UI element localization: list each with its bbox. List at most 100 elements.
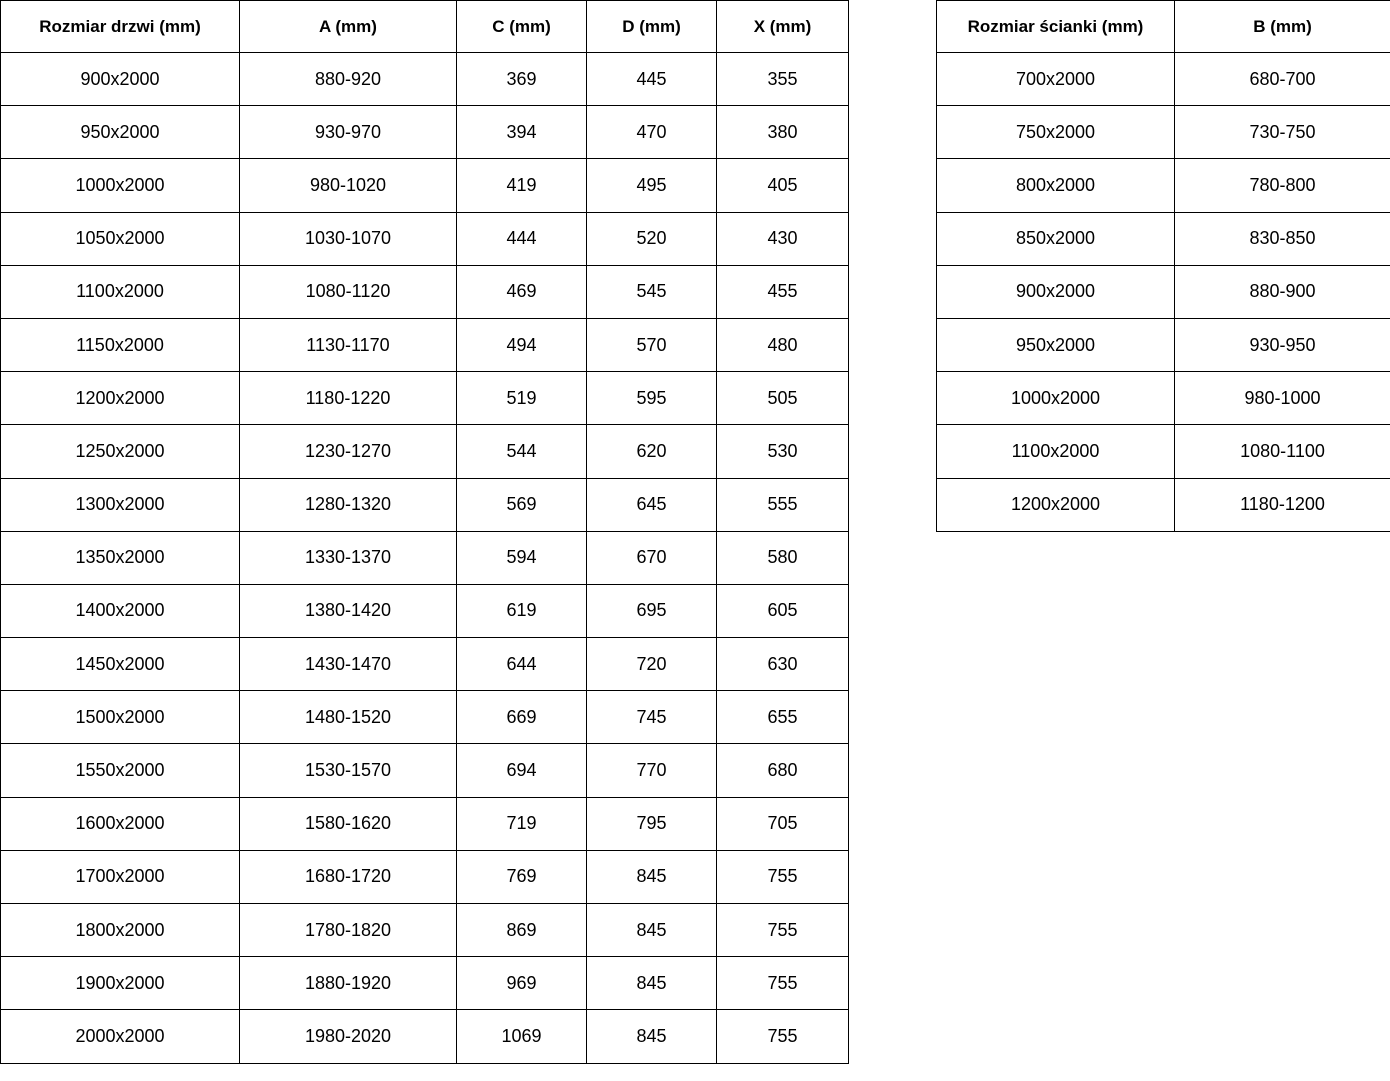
table-cell: 680 xyxy=(716,743,849,798)
table-cell: 845 xyxy=(586,956,717,1011)
table-cell: 494 xyxy=(456,317,587,373)
table-row: 750x2000 730-750 xyxy=(936,105,1390,160)
table-cell: 830-850 xyxy=(1174,211,1390,266)
table-cell: 469 xyxy=(456,264,587,319)
table-cell: 619 xyxy=(456,583,587,639)
table-cell: 1350x2000 xyxy=(0,530,240,585)
table-row: 1050x2000 1030-1070 444 520 430 xyxy=(0,211,849,266)
table-cell: 1050x2000 xyxy=(0,211,240,266)
table-row: 700x2000 680-700 xyxy=(936,51,1390,107)
wall-sizes-table: Rozmiar ścianki (mm) B (mm) 700x2000 680-… xyxy=(936,0,1390,532)
table-cell: 1300x2000 xyxy=(0,477,240,532)
table-row: 1000x2000 980-1000 xyxy=(936,371,1390,426)
column-header-b: B (mm) xyxy=(1174,0,1390,53)
table-cell: 655 xyxy=(716,690,849,745)
table-cell: 705 xyxy=(716,796,849,851)
table-cell: 380 xyxy=(716,105,849,160)
table-row: 1300x2000 1280-1320 569 645 555 xyxy=(0,477,849,532)
table-cell: 519 xyxy=(456,371,587,426)
table-row: 1800x2000 1780-1820 869 845 755 xyxy=(0,902,849,958)
table-cell: 880-920 xyxy=(239,51,457,107)
door-sizes-table-header: Rozmiar drzwi (mm) A (mm) C (mm) D (mm) … xyxy=(0,0,849,53)
table-row: 1600x2000 1580-1620 719 795 705 xyxy=(0,796,849,851)
table-cell: 430 xyxy=(716,211,849,266)
table-cell: 795 xyxy=(586,796,717,851)
table-cell: 520 xyxy=(586,211,717,266)
table-row: 1350x2000 1330-1370 594 670 580 xyxy=(0,530,849,585)
table-row: 1500x2000 1480-1520 669 745 655 xyxy=(0,690,849,745)
table-cell: 1450x2000 xyxy=(0,637,240,692)
table-cell: 470 xyxy=(586,105,717,160)
table-cell: 1680-1720 xyxy=(239,849,457,905)
table-cell: 1500x2000 xyxy=(0,690,240,745)
table-cell: 1180-1220 xyxy=(239,371,457,426)
table-cell: 1800x2000 xyxy=(0,902,240,958)
table-cell: 770 xyxy=(586,743,717,798)
table-cell: 1200x2000 xyxy=(0,371,240,426)
table-cell: 405 xyxy=(716,158,849,213)
table-row: 1700x2000 1680-1720 769 845 755 xyxy=(0,849,849,905)
table-cell: 680-700 xyxy=(1174,51,1390,107)
table-cell: 595 xyxy=(586,371,717,426)
table-cell: 880-900 xyxy=(1174,264,1390,319)
wall-sizes-table-body: 700x2000 680-700 750x2000 730-750 800x2000 78… xyxy=(936,51,1390,532)
table-cell: 745 xyxy=(586,690,717,745)
table-header-row: Rozmiar ścianki (mm) B (mm) xyxy=(936,0,1390,53)
table-row: 900x2000 880-900 xyxy=(936,264,1390,319)
table-cell: 394 xyxy=(456,105,587,160)
table-cell: 1100x2000 xyxy=(936,424,1175,479)
table-cell: 2000x2000 xyxy=(0,1009,240,1064)
table-row: 1400x2000 1380-1420 619 695 605 xyxy=(0,583,849,639)
table-cell: 620 xyxy=(586,424,717,479)
table-cell: 1550x2000 xyxy=(0,743,240,798)
table-cell: 1880-1920 xyxy=(239,956,457,1011)
column-header-rozmiar-drzwi: Rozmiar drzwi (mm) xyxy=(0,0,240,53)
table-cell: 455 xyxy=(716,264,849,319)
table-cell: 1430-1470 xyxy=(239,637,457,692)
table-cell: 755 xyxy=(716,1009,849,1064)
table-cell: 1100x2000 xyxy=(0,264,240,319)
table-cell: 444 xyxy=(456,211,587,266)
table-cell: 1980-2020 xyxy=(239,1009,457,1064)
table-cell: 755 xyxy=(716,902,849,958)
table-cell: 569 xyxy=(456,477,587,532)
table-cell: 800x2000 xyxy=(936,158,1175,213)
table-cell: 1780-1820 xyxy=(239,902,457,958)
table-cell: 930-970 xyxy=(239,105,457,160)
table-row: 900x2000 880-920 369 445 355 xyxy=(0,51,849,107)
table-cell: 845 xyxy=(586,902,717,958)
table-row: 1000x2000 980-1020 419 495 405 xyxy=(0,158,849,213)
table-cell: 769 xyxy=(456,849,587,905)
table-row: 1450x2000 1430-1470 644 720 630 xyxy=(0,637,849,692)
table-row: 1150x2000 1130-1170 494 570 480 xyxy=(0,317,849,373)
table-cell: 605 xyxy=(716,583,849,639)
table-row: 1900x2000 1880-1920 969 845 755 xyxy=(0,956,849,1011)
table-row: 950x2000 930-970 394 470 380 xyxy=(0,105,849,160)
column-header-a: A (mm) xyxy=(239,0,457,53)
table-cell: 1700x2000 xyxy=(0,849,240,905)
table-cell: 700x2000 xyxy=(936,51,1175,107)
table-cell: 505 xyxy=(716,371,849,426)
table-cell: 719 xyxy=(456,796,587,851)
table-cell: 480 xyxy=(716,317,849,373)
table-cell: 1069 xyxy=(456,1009,587,1064)
table-cell: 755 xyxy=(716,956,849,1011)
table-cell: 530 xyxy=(716,424,849,479)
table-row: 1200x2000 1180-1220 519 595 505 xyxy=(0,371,849,426)
table-row: 1550x2000 1530-1570 694 770 680 xyxy=(0,743,849,798)
table-cell: 1080-1120 xyxy=(239,264,457,319)
table-cell: 695 xyxy=(586,583,717,639)
table-cell: 1130-1170 xyxy=(239,317,457,373)
table-row: 850x2000 830-850 xyxy=(936,211,1390,266)
table-cell: 1280-1320 xyxy=(239,477,457,532)
column-header-d: D (mm) xyxy=(586,0,717,53)
table-row: 2000x2000 1980-2020 1069 845 755 xyxy=(0,1009,849,1064)
table-cell: 1600x2000 xyxy=(0,796,240,851)
table-cell: 1400x2000 xyxy=(0,583,240,639)
table-cell: 1200x2000 xyxy=(936,477,1175,532)
table-cell: 1250x2000 xyxy=(0,424,240,479)
table-cell: 900x2000 xyxy=(0,51,240,107)
table-row: 950x2000 930-950 xyxy=(936,317,1390,373)
table-row: 1100x2000 1080-1120 469 545 455 xyxy=(0,264,849,319)
table-cell: 570 xyxy=(586,317,717,373)
